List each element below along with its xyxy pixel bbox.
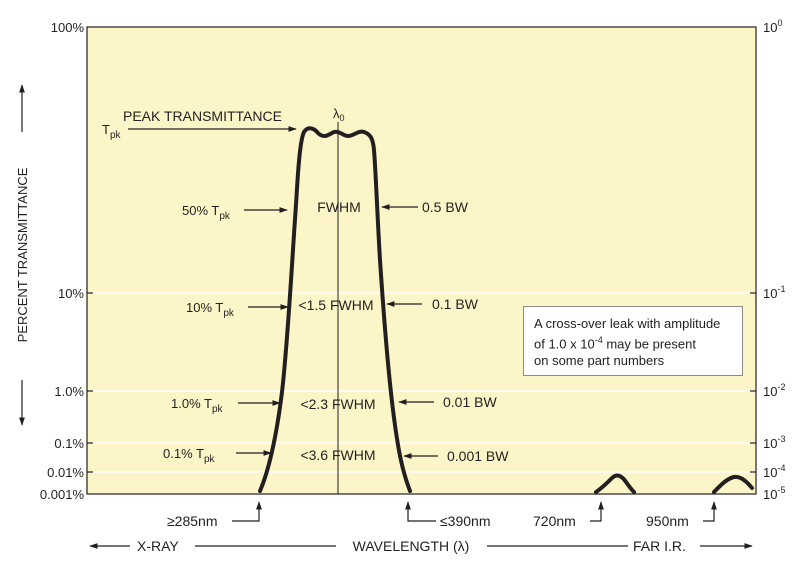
fwhm-label-1: <2.3 FWHM <box>300 396 375 412</box>
bw-label-0-1: 0.001 BW <box>447 448 509 464</box>
y-axis-title: PERCENT TRANSMITTANCE <box>15 167 30 342</box>
mark-arrow-390 <box>405 501 436 522</box>
x-axis-title: WAVELENGTH (λ) <box>353 538 470 554</box>
leak-curve-950nm <box>712 474 754 494</box>
fwhm-label-0-1: <3.6 FWHM <box>300 447 375 463</box>
right-tick-label: 10-5 <box>763 485 785 502</box>
bw-label-50: 0.5 BW <box>422 199 469 215</box>
cross-over-leak-note: A cross-over leak with amplitude of 1.0 … <box>523 306 743 376</box>
right-tick-label: 10-1 <box>763 284 785 301</box>
mark-arrow-285 <box>232 501 262 522</box>
left-tick-label: 1.0% <box>54 384 84 399</box>
leak-curve-720nm <box>594 473 636 494</box>
left-tick-label: 10% <box>58 286 84 301</box>
passband-curve <box>258 126 412 493</box>
mark-label-390: ≤390nm <box>440 513 491 529</box>
bw-label-10: 0.1 BW <box>432 296 479 312</box>
level-label-1: 1.0% Tpk <box>171 396 224 415</box>
fwhm-label-10: <1.5 FWHM <box>298 297 373 313</box>
fwhm-label-50: FWHM <box>317 199 361 215</box>
bw-label-1: 0.01 BW <box>443 394 497 410</box>
level-label-50: 50% Tpk <box>182 203 231 222</box>
tpk-label: Tpk <box>102 122 122 141</box>
plot-area <box>86 26 757 495</box>
left-tick-label: 0.1% <box>54 436 84 451</box>
note-line-1: A cross-over leak with amplitude <box>534 316 721 331</box>
x-axis-left-label: X-RAY <box>137 538 179 554</box>
note-line-2: of 1.0 x 10-4 may be present <box>534 335 696 352</box>
mark-label-285: ≥285nm <box>167 513 218 529</box>
right-tick-label: 100 <box>763 18 782 35</box>
right-tick-label: 10-4 <box>763 463 785 480</box>
level-label-10: 10% Tpk <box>186 300 235 319</box>
left-tick-label: 100% <box>51 20 85 35</box>
right-tick-label: 10-2 <box>763 382 785 399</box>
peak-transmittance-label: PEAK TRANSMITTANCE <box>123 108 282 124</box>
x-axis-right-label: FAR I.R. <box>633 538 686 554</box>
center-wavelength-label: λ0 <box>333 106 345 123</box>
note-line-3: on some part numbers <box>534 353 665 369</box>
mark-label-950: 950nm <box>646 513 689 529</box>
mark-label-720: 720nm <box>533 513 576 529</box>
left-tick-label: 0.01% <box>47 465 84 480</box>
level-label-0-1: 0.1% Tpk <box>163 446 216 465</box>
mark-arrow-950 <box>703 501 717 522</box>
gridlines <box>88 292 755 473</box>
right-tick-label: 10-3 <box>763 434 785 451</box>
left-tick-label: 0.001% <box>40 487 85 502</box>
mark-arrow-720 <box>590 501 604 522</box>
